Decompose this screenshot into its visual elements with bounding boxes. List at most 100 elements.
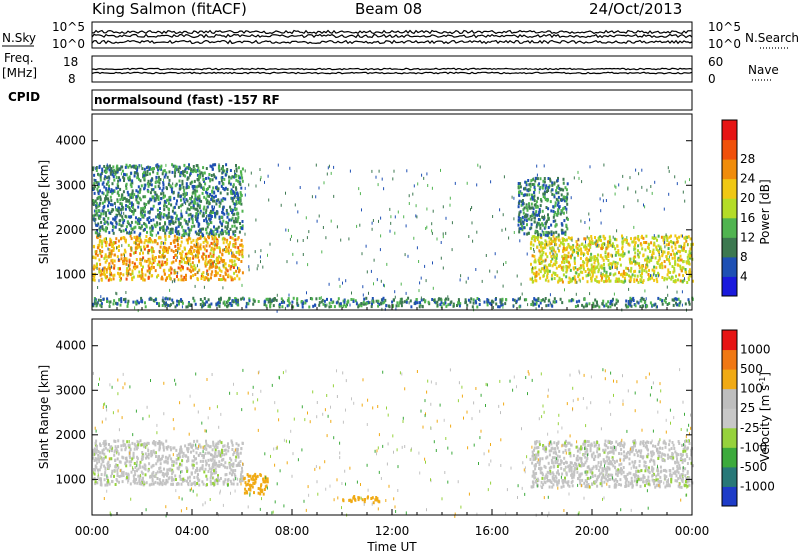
range-gate-cell [609,305,612,309]
range-gate-cell [100,295,102,299]
range-gate-cell [472,298,475,302]
range-gate-cell [221,222,224,226]
range-gate-cell [234,238,237,242]
range-gate-cell [94,199,97,203]
range-gate-cell [179,477,182,481]
range-gate-cell [188,208,191,212]
range-gate-cell [199,243,202,247]
range-gate-cell [273,297,276,300]
range-gate-cell [123,298,125,302]
range-gate-cell [474,299,477,303]
range-gate-cell [121,472,124,476]
range-gate-cell [217,187,220,191]
range-gate-cell [563,206,566,210]
range-gate-cell [121,244,123,248]
range-gate-cell [583,261,586,265]
range-gate-cell [578,176,580,180]
range-gate-cell [543,191,546,195]
range-gate-cell [674,261,677,265]
range-gate-cell [111,173,114,177]
range-gate-cell [210,265,213,269]
range-gate-cell [133,447,136,451]
range-gate-cell [149,271,151,275]
range-gate-cell [133,469,136,473]
range-gate-cell [143,178,146,182]
range-gate-cell [159,265,162,269]
range-gate-cell [132,251,135,255]
range-gate-cell [97,234,100,237]
range-gate-cell [614,303,616,307]
range-gate-cell [101,451,104,455]
range-gate-cell [198,468,201,472]
range-gate-cell [206,191,209,195]
range-gate-cell [585,274,588,278]
range-gate-cell [557,233,560,237]
range-gate-cell [210,474,213,478]
range-gate-cell [191,221,194,225]
range-gate-cell [237,166,240,170]
range-gate-cell [641,281,644,284]
range-gate-cell [538,304,540,308]
range-gate-cell [542,251,545,254]
range-gate-cell [600,278,603,282]
range-gate-cell [679,279,682,283]
range-gate-cell [152,463,155,467]
range-gate-cell [440,305,443,309]
range-gate-cell [625,299,628,303]
range-gate-cell [627,302,630,306]
range-gate-cell [614,279,617,283]
range-gate-cell [521,215,524,219]
range-gate-cell [515,299,518,303]
range-gate-cell [162,445,165,449]
range-gate-cell [674,297,677,301]
range-gate-cell [205,190,208,194]
range-gate-cell [203,171,206,175]
range-gate-cell [198,246,200,250]
range-gate-cell [630,237,632,241]
range-gate-cell [222,197,225,201]
range-gate-cell [103,266,106,270]
range-gate-cell [384,284,385,288]
range-gate-cell [580,252,583,256]
range-gate-cell [214,451,217,455]
range-gate-cell [673,241,675,245]
range-gate-cell [654,256,657,260]
range-gate-cell [119,460,122,464]
range-gate-cell [141,258,143,262]
range-gate-cell [213,274,216,278]
range-gate-cell [437,298,440,302]
range-gate-cell [611,299,614,303]
range-gate-cell [225,268,228,272]
range-gate-cell [458,302,461,306]
range-gate-cell [225,452,228,456]
range-gate-cell [365,301,368,305]
range-gate-cell [216,265,218,269]
range-gate-cell [140,184,143,188]
range-gate-cell [213,247,216,251]
range-gate-cell [594,255,597,259]
range-gate-cell [181,454,184,458]
range-gate-cell [202,302,205,306]
range-gate-cell [546,234,549,237]
colorbar-frame [721,119,738,297]
range-gate-cell [101,227,104,231]
range-gate-cell [142,195,145,199]
range-gate-cell [198,206,201,210]
range-gate-cell [520,192,523,196]
range-gate-cell [116,474,119,478]
range-gate-cell [603,266,606,270]
range-gate-cell [211,453,214,457]
range-gate-cell [544,222,547,226]
range-gate-cell [439,297,442,301]
range-gate-cell [98,460,101,464]
range-gate-cell [604,250,607,254]
range-gate-cell [179,195,182,199]
range-gate-cell [686,235,689,239]
range-gate-cell [167,207,170,211]
range-gate-cell [426,225,428,229]
range-gate-cell [148,259,151,263]
range-gate-cell [315,163,317,167]
range-gate-cell [180,213,183,217]
range-gate-cell [541,229,543,233]
range-gate-cell [370,269,372,273]
